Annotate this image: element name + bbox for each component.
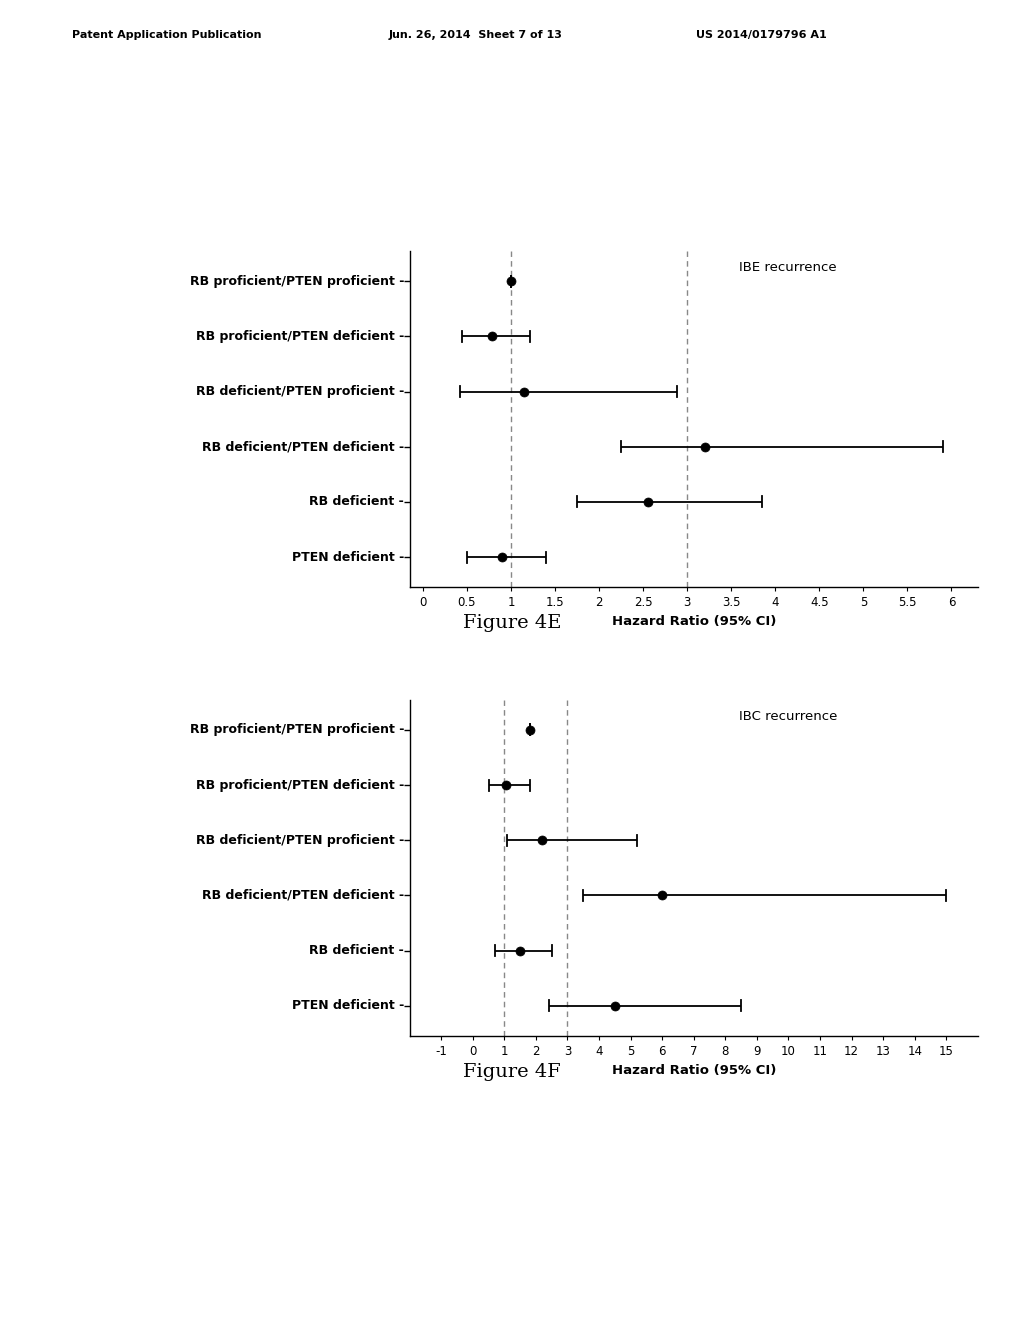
Text: Figure 4F: Figure 4F: [463, 1063, 561, 1081]
Text: RB proficient/PTEN proficient -: RB proficient/PTEN proficient -: [189, 275, 403, 288]
Text: RB deficient/PTEN deficient -: RB deficient/PTEN deficient -: [202, 888, 403, 902]
Text: RB proficient/PTEN deficient -: RB proficient/PTEN deficient -: [196, 330, 403, 343]
Text: RB deficient/PTEN deficient -: RB deficient/PTEN deficient -: [202, 440, 403, 453]
Text: Patent Application Publication: Patent Application Publication: [72, 30, 261, 41]
Text: PTEN deficient -: PTEN deficient -: [292, 999, 403, 1012]
Text: RB proficient/PTEN proficient -: RB proficient/PTEN proficient -: [189, 723, 403, 737]
Text: RB deficient/PTEN proficient -: RB deficient/PTEN proficient -: [196, 834, 403, 847]
Text: PTEN deficient -: PTEN deficient -: [292, 550, 403, 564]
Text: RB proficient/PTEN deficient -: RB proficient/PTEN deficient -: [196, 779, 403, 792]
Text: RB deficient/PTEN proficient -: RB deficient/PTEN proficient -: [196, 385, 403, 399]
Text: Figure 4E: Figure 4E: [463, 614, 561, 632]
Text: US 2014/0179796 A1: US 2014/0179796 A1: [696, 30, 827, 41]
Text: IBC recurrence: IBC recurrence: [739, 710, 838, 722]
Text: RB deficient -: RB deficient -: [309, 495, 403, 508]
X-axis label: Hazard Ratio (95% CI): Hazard Ratio (95% CI): [611, 1064, 776, 1077]
Text: Jun. 26, 2014  Sheet 7 of 13: Jun. 26, 2014 Sheet 7 of 13: [389, 30, 563, 41]
X-axis label: Hazard Ratio (95% CI): Hazard Ratio (95% CI): [611, 615, 776, 628]
Text: IBE recurrence: IBE recurrence: [739, 261, 837, 273]
Text: RB deficient -: RB deficient -: [309, 944, 403, 957]
